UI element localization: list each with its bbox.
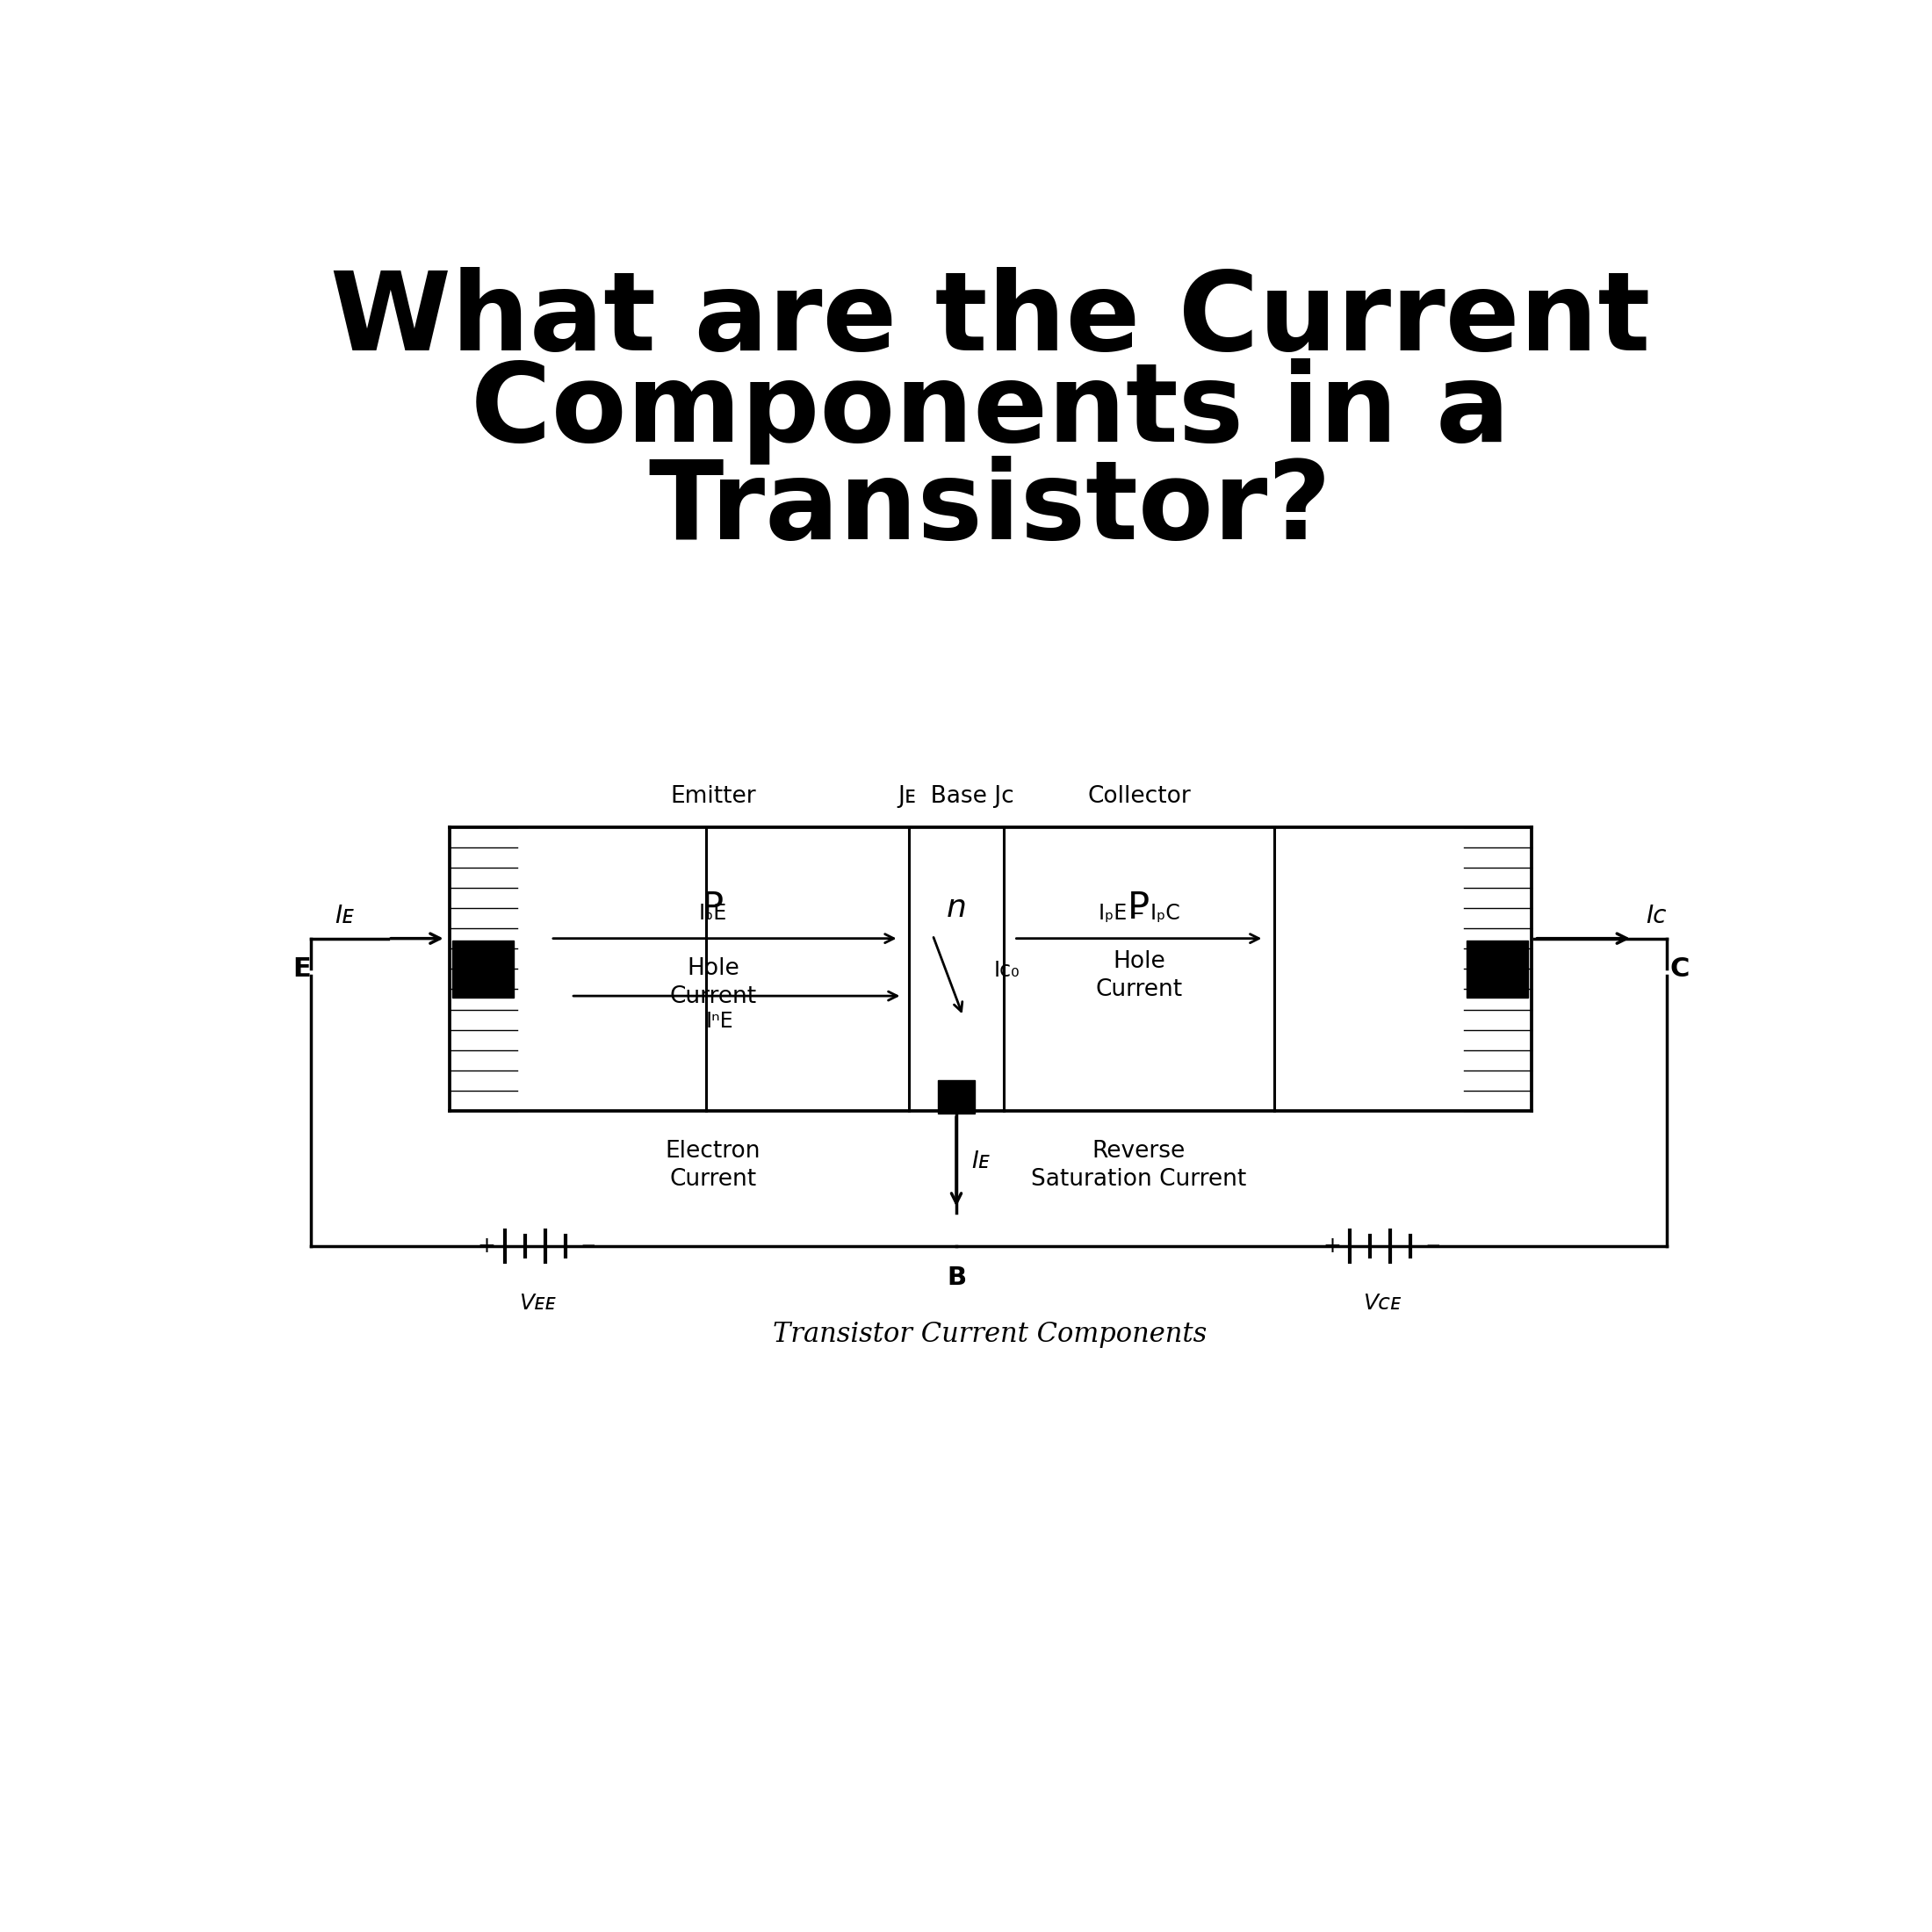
Text: –: – [1426,1233,1441,1262]
Text: IₚE: IₚE [699,902,726,923]
Text: Vᴄᴇ: Vᴄᴇ [1364,1293,1401,1314]
Polygon shape [1466,941,1528,997]
Text: Transistor?: Transistor? [649,456,1331,562]
Text: Components in a: Components in a [471,357,1509,464]
Polygon shape [452,941,514,997]
Text: Vᴇᴇ: Vᴇᴇ [520,1293,554,1314]
Text: C: C [1669,956,1689,981]
Text: Iᴇ: Iᴇ [972,1150,989,1173]
Text: n: n [947,893,966,923]
Text: Iᴄ₀: Iᴄ₀ [993,960,1020,981]
Text: B: B [947,1265,966,1291]
Text: +: + [1323,1236,1341,1256]
Text: Collector: Collector [1088,784,1190,808]
Text: Jᴇ  Base Jᴄ: Jᴇ Base Jᴄ [898,784,1014,808]
Text: Reverse
Saturation Current: Reverse Saturation Current [1032,1140,1246,1190]
Text: IⁿE: IⁿE [705,1010,734,1032]
Text: Iᴄ: Iᴄ [1646,904,1667,927]
Text: What are the Current: What are the Current [330,267,1650,373]
Text: Transistor Current Components: Transistor Current Components [773,1320,1208,1349]
Text: +: + [477,1236,495,1256]
Text: Iᴇ: Iᴇ [334,904,354,927]
Text: IₚE – IₚC: IₚE – IₚC [1097,902,1180,923]
Text: Electron
Current: Electron Current [665,1140,761,1190]
Text: Hole
Current: Hole Current [1095,951,1182,1001]
Text: –: – [580,1233,595,1262]
Text: E: E [292,956,311,981]
Text: P: P [1128,889,1150,927]
Text: P: P [701,889,724,927]
Polygon shape [937,1080,976,1115]
Text: Emitter: Emitter [670,784,755,808]
Text: Hole
Current: Hole Current [668,956,757,1009]
